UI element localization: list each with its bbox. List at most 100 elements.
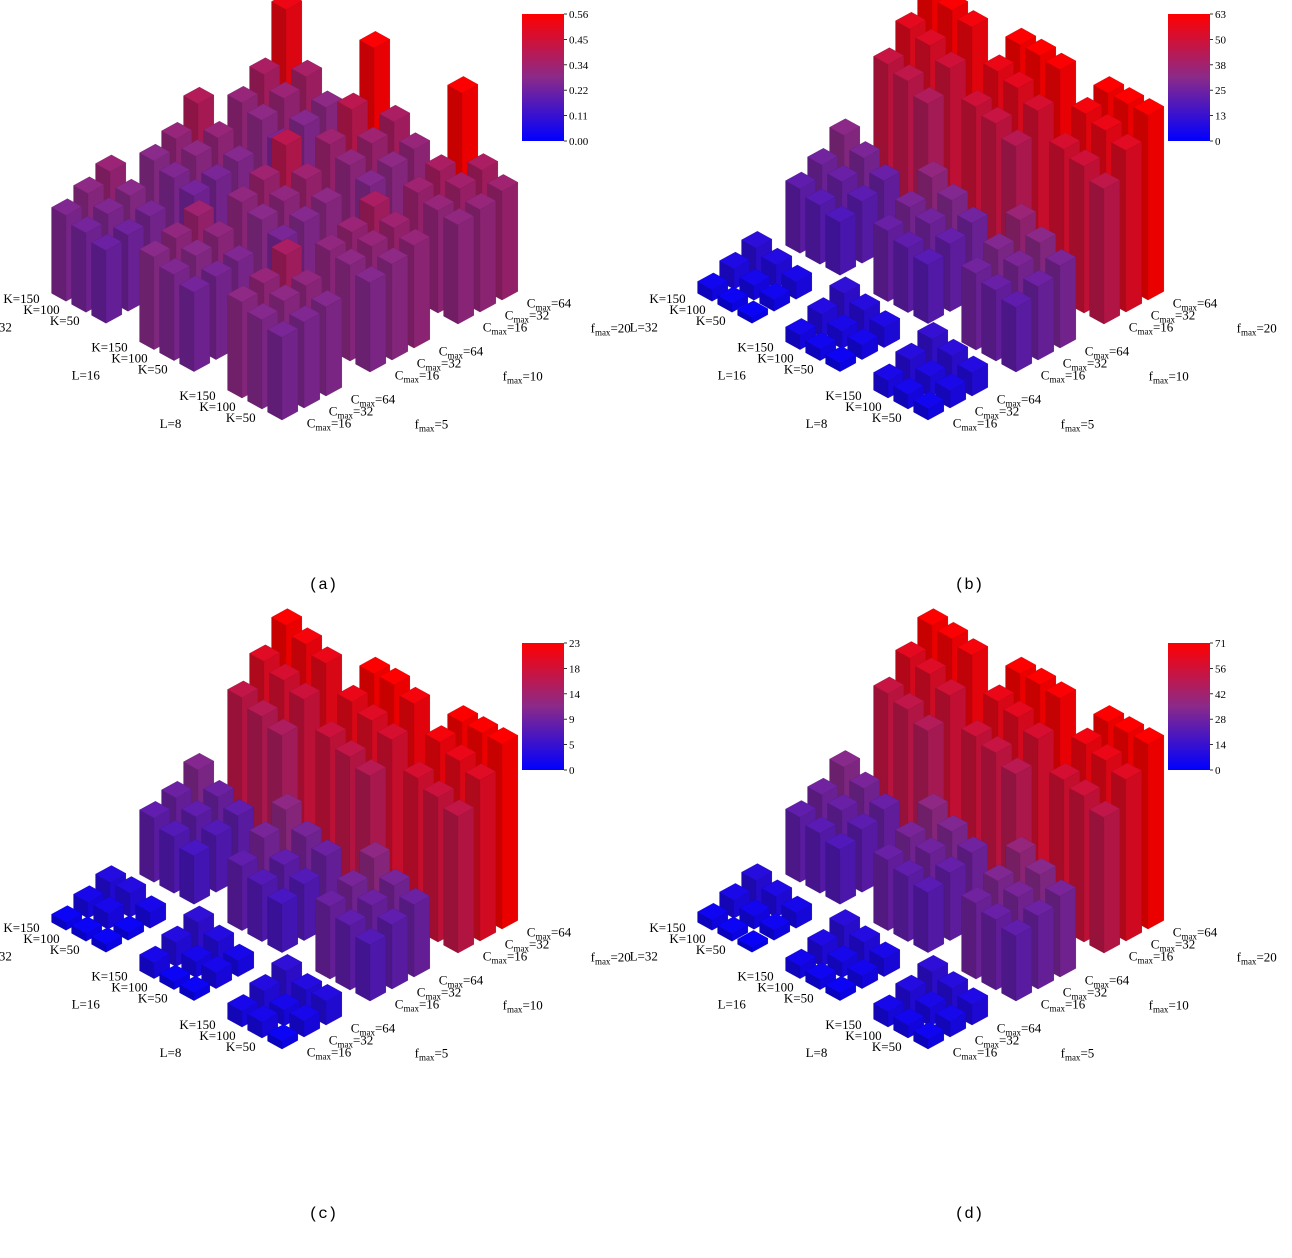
bar-face-top bbox=[359, 31, 391, 49]
bar-L0-f0-K0-C2 bbox=[957, 355, 989, 397]
bar-face-top bbox=[161, 780, 193, 799]
bar-L0-f2-K0-C0 bbox=[1089, 800, 1121, 954]
bar-face-left bbox=[179, 847, 195, 905]
bar-face-top bbox=[91, 233, 123, 251]
bar-face-top bbox=[937, 621, 969, 640]
bar-face-top bbox=[249, 266, 281, 284]
bar-face-top bbox=[291, 973, 323, 991]
bar-face-top bbox=[423, 780, 455, 798]
bar-face-top bbox=[895, 342, 927, 360]
bar-face-top bbox=[247, 699, 279, 717]
bar-face-right bbox=[1103, 179, 1120, 325]
k-label: K=50 bbox=[784, 991, 814, 1006]
bar-L2-f1-K0-C0 bbox=[825, 832, 857, 905]
bar-face-left bbox=[267, 329, 283, 421]
bar-face-top bbox=[785, 948, 817, 966]
chart-panel-c: K=50 K=100 K=150 L=8 K=50 K=100 K=150 L=16 K=50 K… bbox=[0, 608, 646, 1258]
bar-face-top bbox=[1089, 800, 1121, 818]
k-label: K=50 bbox=[50, 313, 80, 328]
bar-L2-f0-K2-C0 bbox=[51, 905, 83, 931]
bar-face-top bbox=[957, 638, 989, 656]
bar-face-top bbox=[315, 234, 347, 252]
bar-face-top bbox=[1045, 52, 1077, 70]
bar-L2-f0-K0-C1 bbox=[113, 915, 145, 941]
chart-panel-a: K=50 K=100 K=150 L=8 K=50 K=100 K=150 L=16 K=50 K… bbox=[0, 0, 646, 629]
bar-face-top bbox=[825, 205, 857, 223]
bar-face-top bbox=[139, 143, 171, 161]
bar-L0-f2-K0-C0 bbox=[1089, 172, 1121, 325]
k-label: K=150 bbox=[3, 291, 39, 306]
colorbar-tick-label: 50 bbox=[1215, 34, 1227, 46]
bar-face-top bbox=[201, 260, 233, 278]
bar-face-top bbox=[247, 302, 279, 321]
bar-face-top bbox=[805, 816, 837, 834]
bar-face-left bbox=[227, 857, 243, 931]
bar-face-top bbox=[1001, 919, 1033, 937]
c-label: Cmax=64 bbox=[351, 391, 396, 408]
bar-face-left bbox=[1001, 299, 1017, 373]
bar-face-left bbox=[443, 807, 459, 954]
bar-face-top bbox=[761, 879, 793, 897]
bar-face-top bbox=[893, 377, 925, 395]
colorbar-tick-label: 14 bbox=[569, 689, 581, 701]
k-label: K=50 bbox=[226, 1039, 256, 1054]
colorbar-tick-label: 56 bbox=[1215, 663, 1227, 675]
bar-L0-f1-K0-C0 bbox=[355, 927, 387, 1002]
bar-face-top bbox=[961, 256, 993, 274]
bar-face-right bbox=[839, 213, 857, 276]
bar-face-top bbox=[847, 184, 879, 202]
bar-face-top bbox=[291, 269, 323, 287]
bar-face-top bbox=[443, 799, 475, 817]
k-label: K=50 bbox=[872, 410, 902, 425]
bar-face-top bbox=[201, 819, 233, 837]
bar-face-left bbox=[1089, 809, 1105, 954]
bar-face-top bbox=[249, 821, 281, 839]
bar-L0-f0-K2-C0 bbox=[873, 994, 905, 1028]
bar-face-right bbox=[1125, 141, 1142, 313]
bar-face-left bbox=[315, 898, 331, 980]
bar-face-top bbox=[159, 964, 191, 982]
bar-face-right bbox=[501, 735, 518, 930]
bar-face-left bbox=[913, 256, 929, 324]
bar-face-top bbox=[1069, 149, 1101, 167]
bar-face-top bbox=[873, 47, 905, 65]
bar-face-top bbox=[357, 126, 389, 144]
c-label: Cmax=64 bbox=[1085, 972, 1130, 989]
bar-face-top bbox=[961, 89, 993, 108]
bar-face-top bbox=[289, 205, 321, 223]
bar-face-top bbox=[827, 794, 859, 812]
bar-face-top bbox=[267, 320, 299, 338]
bar-L1-f1-K0-C0 bbox=[913, 248, 945, 324]
bar-L0-f0-K0-C0 bbox=[267, 1024, 299, 1050]
bar-face-right bbox=[1059, 887, 1076, 978]
bar-face-top bbox=[271, 0, 303, 10]
bars bbox=[51, 608, 519, 1050]
bar-L0-f0-K0-C0 bbox=[913, 1021, 945, 1050]
bar-face-top bbox=[935, 856, 967, 874]
bar-face-top bbox=[139, 945, 171, 963]
bar-face-top bbox=[223, 943, 255, 961]
chart-b: K=50K=100K=150L=8K=50K=100K=150L=16K=50K… bbox=[630, 0, 1277, 434]
bar-face-top bbox=[895, 641, 927, 659]
bar-face-top bbox=[1025, 667, 1057, 685]
colorbar-gradient bbox=[1168, 643, 1210, 770]
bar-face-top bbox=[1045, 248, 1077, 267]
bar-face-top bbox=[377, 722, 409, 741]
bar-face-top bbox=[355, 927, 387, 945]
bar-L0-f1-K0-C0 bbox=[1001, 290, 1033, 373]
k-label: K=100 bbox=[23, 302, 59, 317]
bar-face-left bbox=[981, 282, 997, 362]
bar-face-top bbox=[377, 247, 409, 265]
bar-face-left bbox=[139, 809, 155, 883]
bar-face-top bbox=[271, 608, 303, 626]
bar-L2-f0-K1-C1 bbox=[739, 899, 771, 930]
bar-face-top bbox=[335, 248, 367, 266]
bar-face-left bbox=[1001, 927, 1017, 1002]
bar-face-top bbox=[805, 332, 837, 350]
bar-face-top bbox=[913, 1021, 945, 1039]
bar-face-top bbox=[247, 868, 279, 886]
bar-L0-f2-K0-C0 bbox=[443, 208, 475, 325]
colorbar-tick-label: 0 bbox=[569, 765, 575, 777]
bar-face-top bbox=[115, 178, 147, 196]
bar-face-top bbox=[1111, 133, 1143, 151]
